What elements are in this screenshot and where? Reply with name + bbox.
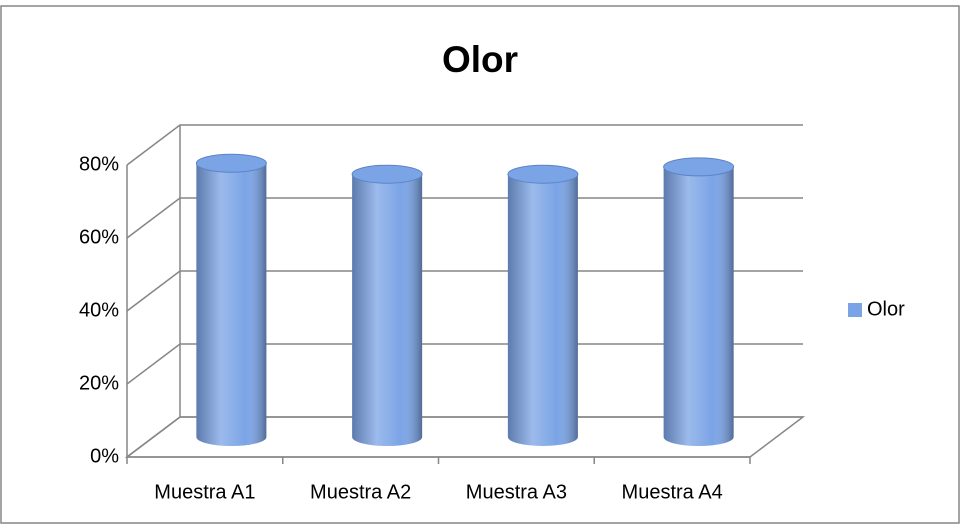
grid-line [126, 416, 803, 458]
grid-line [126, 343, 803, 385]
x-tick-label: Muestra A2 [310, 481, 411, 503]
legend-label: Olor [867, 298, 905, 320]
bar-shade [352, 174, 423, 446]
x-tick-label: Muestra A3 [466, 481, 567, 503]
y-tick-label: 40% [79, 299, 119, 321]
y-tick-label: 80% [79, 153, 119, 175]
bar-shade [196, 163, 267, 446]
bar-top [507, 164, 579, 184]
bar-top [351, 164, 423, 184]
bar [663, 157, 735, 446]
grid-line [126, 124, 803, 166]
bar [507, 164, 579, 446]
bar [195, 153, 267, 446]
legend-swatch [848, 303, 862, 317]
bar-shade [663, 166, 734, 446]
bar-top [195, 153, 267, 173]
x-tick-label: Muestra A4 [622, 481, 723, 503]
x-tick-label: Muestra A1 [154, 481, 255, 503]
grid-line [126, 197, 803, 239]
y-tick-label: 20% [79, 372, 119, 394]
bar [351, 164, 423, 446]
bar-top [663, 157, 735, 177]
grid-line [126, 270, 803, 312]
y-tick-label: 0% [90, 445, 119, 467]
chart-title: Olor [442, 39, 518, 80]
bar-shade [507, 174, 578, 446]
chart-frame [0, 5, 960, 524]
y-tick-label: 60% [79, 226, 119, 248]
